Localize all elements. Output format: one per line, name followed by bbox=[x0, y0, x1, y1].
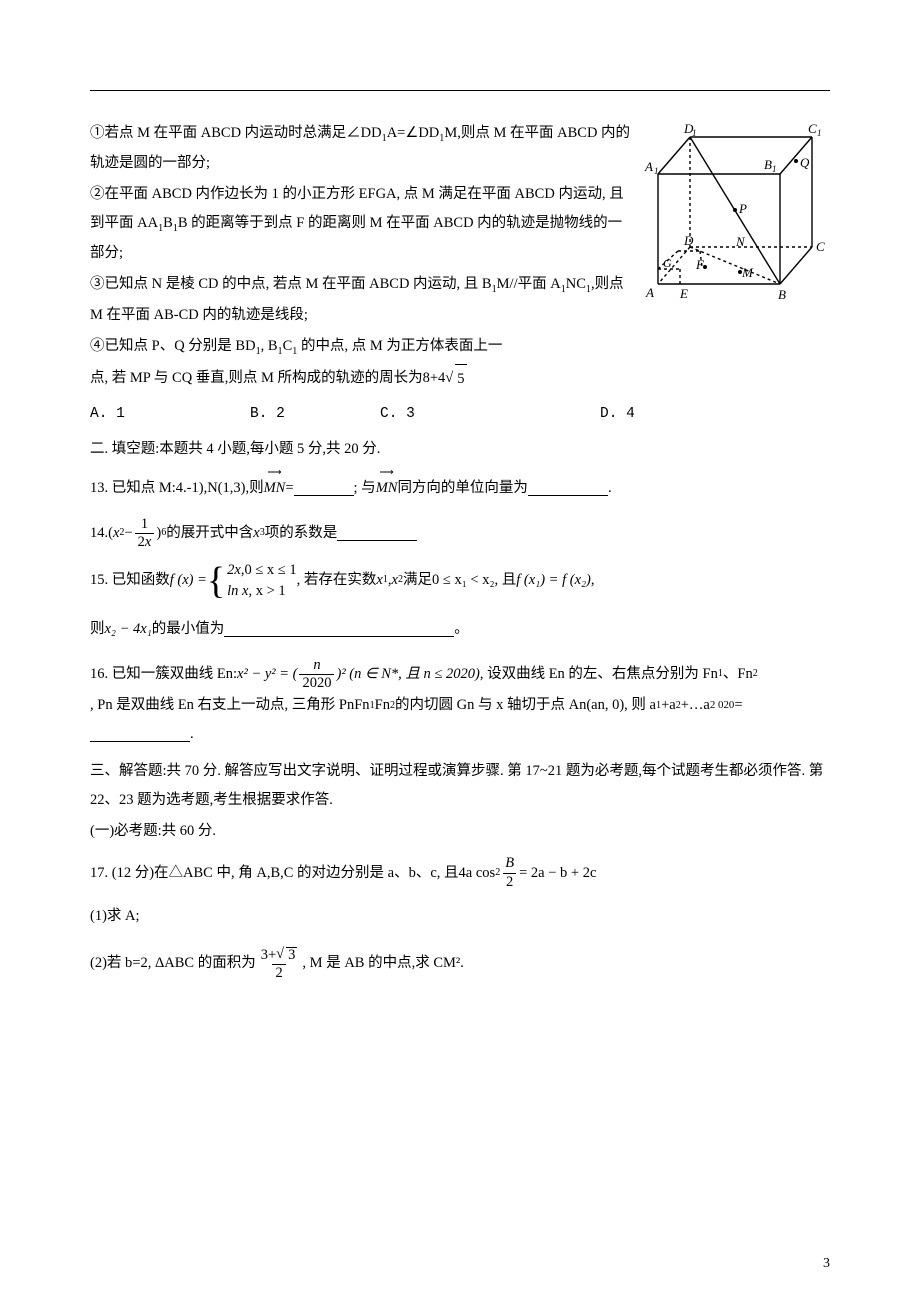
opt-a: A. 1 bbox=[90, 400, 250, 429]
svg-text:E: E bbox=[679, 286, 688, 301]
svg-text:A: A bbox=[645, 285, 654, 300]
q13: 13. 已知点 M:4.-1),N(1,3),则 ⟶MN = ; 与 ⟶MN 同… bbox=[90, 474, 830, 503]
svg-text:F: F bbox=[695, 257, 705, 272]
q12-s4a: ④已知点 P、Q 分别是 BD1, B1C1 的中点, 点 M 为正方体表面上一 bbox=[90, 332, 830, 362]
svg-text:M: M bbox=[741, 265, 754, 280]
section-3b: (一)必考题:共 60 分. bbox=[90, 817, 830, 846]
q15-line1: 15. 已知函数 f (x) = { 2x,0 ≤ x ≤ 1 ln x, x … bbox=[90, 560, 830, 601]
svg-text:B: B bbox=[778, 287, 786, 302]
svg-text:C: C bbox=[808, 121, 817, 136]
q15-line2: 则 x₂ − 4x₁ 的最小值为 。 bbox=[90, 615, 830, 644]
q12-options: A. 1 B. 2 C. 3 D. 4 bbox=[90, 400, 830, 429]
svg-text:1: 1 bbox=[692, 128, 697, 138]
cube-figure: D1 C1 A1 B1 Q P D N C G F M A E B bbox=[640, 119, 830, 319]
q17-p2: (2)若 b=2, ΔABC 的面积为 3+3 2 , M 是 AB 的中点,求… bbox=[90, 947, 830, 981]
svg-text:B: B bbox=[764, 157, 772, 172]
svg-text:1: 1 bbox=[817, 128, 822, 138]
svg-text:A: A bbox=[644, 159, 653, 174]
q16-line1: 16. 已知一簇双曲线 En: x² − y² = ( n2020 )² (n … bbox=[90, 658, 830, 749]
svg-text:1: 1 bbox=[654, 166, 659, 176]
section-3a: 三、解答题:共 70 分. 解答应写出文字说明、证明过程或演算步骤. 第 17~… bbox=[90, 757, 830, 815]
svg-text:D: D bbox=[683, 233, 694, 248]
svg-text:Q: Q bbox=[800, 155, 810, 170]
q17-stem: 17. (12 分)在△ABC 中, 角 A,B,C 的对边分别是 a、b、c,… bbox=[90, 856, 830, 889]
svg-text:C: C bbox=[816, 239, 825, 254]
page-number: 3 bbox=[823, 1256, 830, 1272]
opt-b: B. 2 bbox=[250, 400, 380, 429]
q14: 14. ( x2 − 12x )6 的展开式中含 x3 项的系数是 bbox=[90, 517, 830, 550]
svg-text:G: G bbox=[663, 256, 672, 270]
svg-text:1: 1 bbox=[772, 164, 777, 174]
svg-text:N: N bbox=[735, 234, 746, 249]
section-2-title: 二. 填空题:本题共 4 小题,每小题 5 分,共 20 分. bbox=[90, 435, 830, 464]
q12-s4b: 点, 若 MP 与 CQ 垂直,则点 M 所构成的轨迹的周长为 8+45 bbox=[90, 364, 830, 394]
opt-c: C. 3 bbox=[380, 400, 600, 429]
svg-text:P: P bbox=[738, 201, 747, 216]
q17-p1: (1)求 A; bbox=[90, 902, 830, 931]
opt-d: D. 4 bbox=[600, 400, 635, 429]
